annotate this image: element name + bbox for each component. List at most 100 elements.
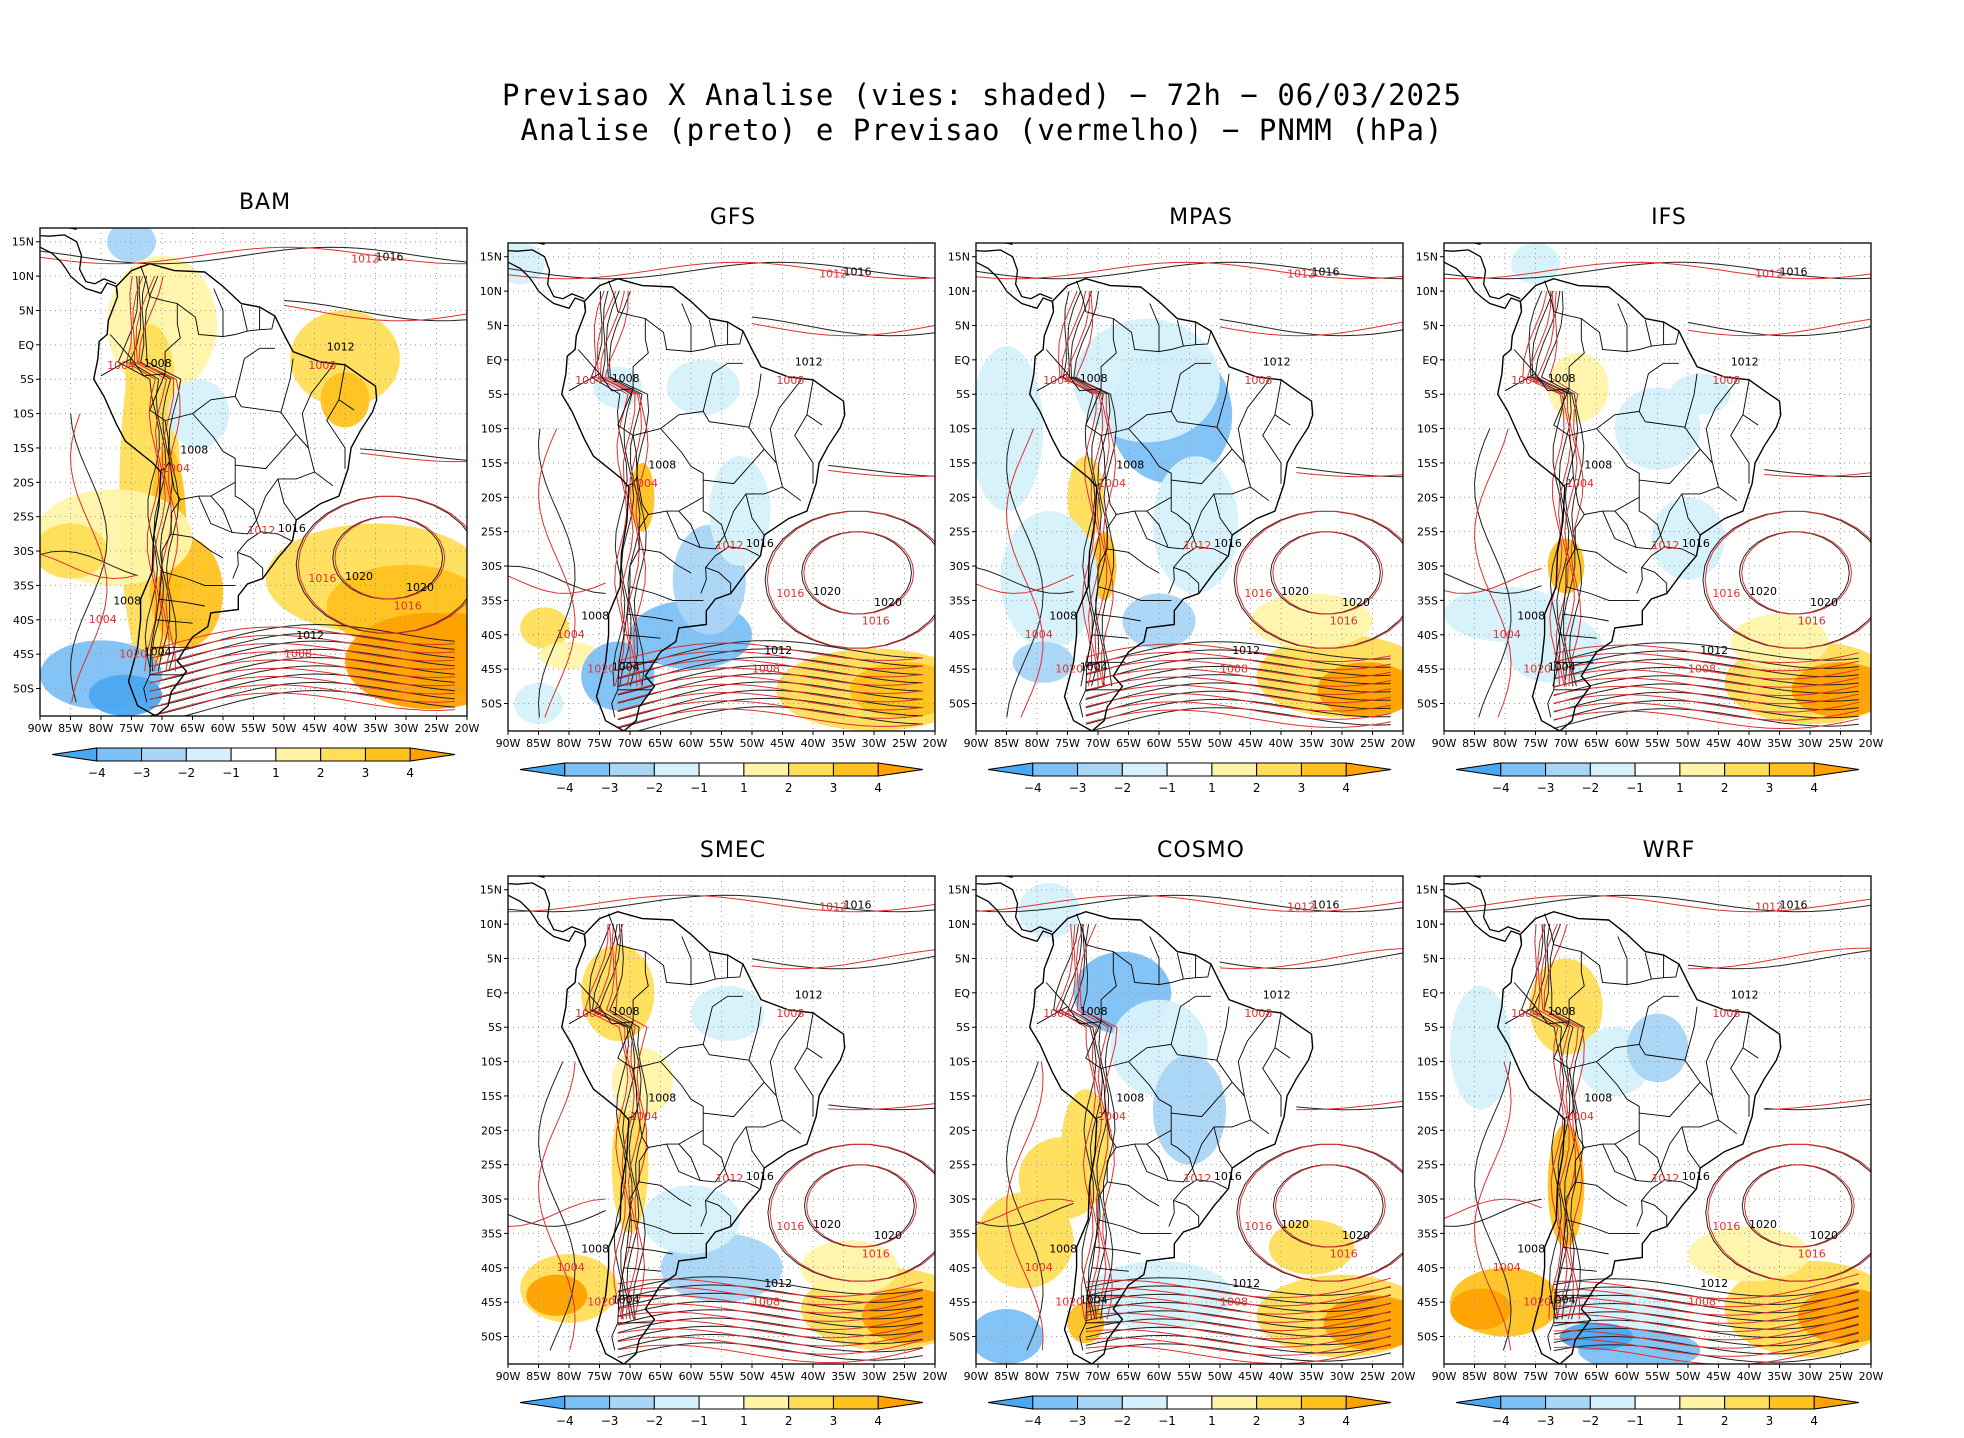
isobar-analysis: [601, 290, 635, 687]
isobar-forecast: [1553, 694, 1859, 713]
isobar-forecast: [149, 626, 455, 651]
isobar-analysis: [1444, 572, 1542, 595]
lat-tick-label: EQ: [1422, 987, 1438, 1000]
lon-tick-label: 90W: [1432, 1370, 1457, 1383]
colorbar-swatch: [1500, 762, 1547, 777]
lat-tick-label: 50S: [949, 1331, 970, 1344]
isobar-forecast: [297, 495, 467, 634]
lon-tick-label: 30W: [394, 722, 419, 735]
isobar-label-forecast: 1016: [1712, 587, 1740, 600]
lon-tick-label: 30W: [1798, 1370, 1823, 1383]
isobar-forecast: [617, 1286, 923, 1306]
isobar-forecast: [617, 683, 923, 703]
isobar-analysis: [976, 567, 1074, 594]
isobar-forecast: [599, 290, 642, 687]
political-border: [1158, 963, 1212, 986]
colorbar-tick-label: 1: [740, 1414, 748, 1428]
colorbar-swatch: [1121, 1395, 1168, 1410]
bias-area: [691, 985, 765, 1041]
political-border: [155, 619, 193, 624]
isobar-label-forecast: 1008: [284, 648, 312, 661]
lat-tick-label: 10S: [13, 408, 34, 421]
lat-tick-label: 15S: [949, 1090, 970, 1103]
lon-tick-label: 70W: [1086, 1370, 1111, 1383]
isobar-forecast: [596, 290, 636, 687]
political-border: [1639, 448, 1701, 485]
lon-tick-label: 35W: [1767, 737, 1792, 750]
lat-tick-label: 40S: [13, 614, 34, 627]
isobar-label-forecast: 1008: [776, 1007, 804, 1020]
colorbar-tick-label: 4: [874, 1414, 882, 1428]
political-border: [1559, 634, 1597, 639]
bias-area: [1152, 456, 1239, 594]
lat-tick-label: 30S: [949, 560, 970, 573]
isobar-forecast: [1553, 702, 1859, 721]
lat-tick-label: 20S: [481, 491, 502, 504]
colorbar-arrow-low: [987, 762, 1034, 777]
isobar-forecast: [1006, 1061, 1044, 1351]
lat-tick-label: 35S: [949, 594, 970, 607]
isobar-forecast: [617, 1295, 923, 1314]
political-border: [728, 546, 760, 557]
map-area: 1016101210081004102010161012100810161012…: [976, 876, 1403, 1364]
lat-tick-label: 10N: [948, 918, 970, 931]
lat-tick-label: 20S: [481, 1124, 502, 1137]
political-border: [1158, 330, 1212, 353]
isobar-forecast: [617, 708, 923, 728]
isobar-forecast: [149, 642, 455, 668]
colorbar-swatch: [698, 762, 745, 777]
lon-tick-label: 80W: [1025, 737, 1050, 750]
lat-tick-label: 5N: [1423, 319, 1438, 332]
colorbar-tick-label: −1: [1158, 781, 1176, 795]
coastlines: [976, 876, 1314, 1364]
isobar-forecast: [617, 1303, 923, 1322]
lon-tick-label: 80W: [1493, 1370, 1518, 1383]
isobar-forecast: [976, 574, 1074, 595]
isobar-label-forecast: 1004: [630, 1110, 658, 1123]
colorbar-tick-label: −2: [1113, 781, 1131, 795]
lat-tick-label: 30S: [13, 545, 34, 558]
lat-tick-label: 15N: [480, 251, 502, 264]
bias-area: [40, 523, 108, 579]
isobar-analysis: [1233, 510, 1403, 649]
colorbar-swatch: [1500, 1395, 1547, 1410]
colorbar-tick-label: 2: [785, 781, 793, 795]
lon-tick-label: 30W: [1330, 1370, 1355, 1383]
colorbar-tick-label: −3: [601, 781, 619, 795]
isobar-analysis: [1520, 924, 1565, 1320]
isobar-label-analysis: 1008: [1517, 610, 1545, 623]
isobar-analysis: [508, 261, 935, 280]
isobar-analysis: [1073, 291, 1117, 687]
isobar-label-analysis: 1020: [1810, 1229, 1838, 1242]
isobar-label-forecast: 1016: [308, 572, 336, 585]
lon-tick-label: 70W: [1554, 1370, 1579, 1383]
isobar-analysis: [976, 894, 1403, 913]
isobar-forecast: [1085, 1285, 1391, 1307]
isobar-forecast: [1528, 924, 1564, 1320]
colorbar-arrow-high: [409, 747, 456, 762]
bias-area: [642, 1185, 740, 1255]
isobar-analysis: [1553, 650, 1859, 672]
isobar-analysis: [1062, 290, 1096, 687]
south-america-coastline: [1028, 910, 1314, 1364]
isobar-analysis: [588, 923, 630, 1320]
lon-tick-label: 70W: [150, 722, 175, 735]
isobar-label-forecast: 1012: [715, 1172, 743, 1185]
lat-tick-label: EQ: [486, 354, 502, 367]
lon-tick-label: 85W: [1462, 737, 1487, 750]
lon-tick-label: 85W: [994, 737, 1019, 750]
lon-tick-label: 25W: [1828, 1370, 1853, 1383]
lon-tick-label: 85W: [526, 1370, 551, 1383]
lat-tick-label: 5S: [956, 1021, 970, 1034]
lon-tick-label: 90W: [964, 1370, 989, 1383]
isobar-label-analysis: 1020: [406, 581, 434, 594]
political-border: [1274, 380, 1291, 426]
isobar-label-analysis: 1016: [1682, 537, 1710, 550]
isobar-analysis: [591, 924, 636, 1320]
colorbar-swatch: [230, 747, 277, 762]
lat-tick-label: 25S: [13, 511, 34, 524]
forecast-isobars: [976, 894, 1403, 1364]
isobar-labels: 1016101210081004102010161012100810161012…: [89, 250, 434, 660]
colorbar-tick-label: 3: [362, 766, 370, 780]
lon-tick-label: 40W: [333, 722, 358, 735]
